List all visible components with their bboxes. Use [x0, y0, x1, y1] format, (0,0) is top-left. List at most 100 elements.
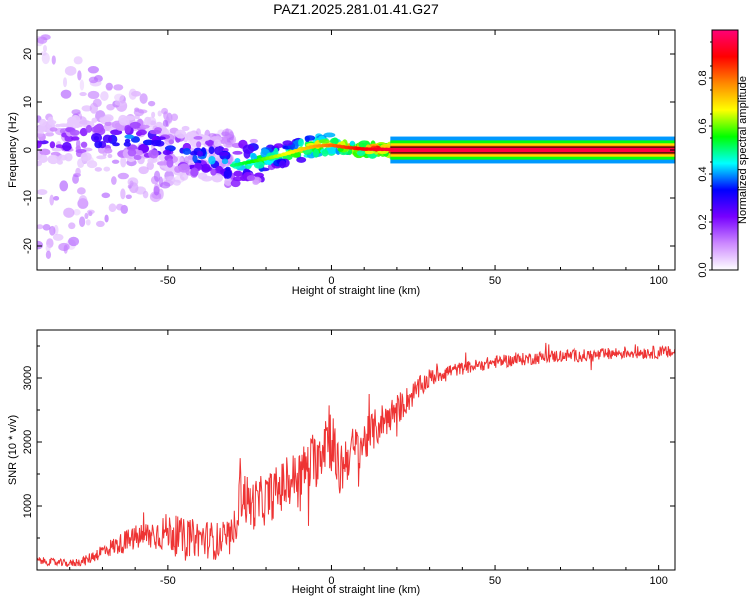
heatmap-cell	[249, 138, 259, 144]
heatmap-cell	[117, 172, 129, 180]
heatmap-cell	[79, 92, 87, 97]
heatmap-cell	[123, 141, 131, 147]
heatmap-cell	[70, 136, 80, 141]
heatmap-cell	[166, 175, 176, 185]
heatmap-cell	[85, 124, 93, 133]
heatmap-cell	[94, 167, 103, 172]
heatmap-cell	[37, 140, 42, 149]
heatmap-cell	[120, 188, 126, 200]
heatmap-cell	[88, 76, 99, 84]
heatmap-cell	[110, 129, 123, 136]
colorbar-ticks: 0.0 0.2 0.4 0.6 0.8	[697, 41, 712, 278]
colorbar-tick-label: 0.2	[697, 214, 709, 229]
heatmap-cell	[349, 140, 355, 146]
heatmap-cell	[58, 123, 69, 128]
heatmap-cell	[146, 161, 155, 171]
y-tick-label: 3000	[22, 366, 34, 390]
heatmap-cell	[178, 163, 190, 173]
heatmap-cell	[104, 214, 109, 223]
heatmap-cell	[356, 150, 366, 156]
heatmap-cell	[102, 134, 113, 143]
heatmap-cell	[49, 127, 58, 132]
heatmap-cell	[156, 136, 166, 141]
heatmap-cell	[124, 134, 135, 139]
y-tick-label: 0	[22, 147, 34, 153]
heatmap-cell	[230, 179, 241, 188]
heatmap-cell	[243, 149, 251, 159]
x-tick-label: 100	[649, 275, 667, 287]
heatmap-cell	[49, 225, 56, 236]
heatmap-cell	[101, 116, 112, 123]
heatmap-cell	[63, 207, 75, 218]
heatmap-cell	[162, 119, 169, 128]
heatmap-cell	[175, 129, 187, 139]
y-tick-label: 20	[22, 48, 34, 60]
heatmap-cell	[326, 145, 337, 155]
heatmap-cell	[214, 165, 224, 176]
colorbar-bar	[711, 29, 739, 271]
heatmap-cell	[192, 154, 198, 163]
heatmap-cell	[93, 124, 101, 132]
heatmap-cell	[304, 135, 310, 143]
snr-axis-ticks: -50 0 50 100 1000 2000 3000	[22, 330, 675, 587]
heatmap-cell	[133, 154, 142, 161]
heatmap-cell	[47, 116, 54, 125]
heatmap-cell	[45, 132, 55, 137]
colorbar-tick-label: 0.6	[697, 118, 709, 133]
heatmap-cell	[62, 141, 72, 152]
heatmap-cell	[134, 114, 140, 120]
heatmap-cell	[136, 149, 143, 156]
heatmap-cell	[182, 148, 192, 155]
spectrogram-heatmap	[37, 34, 675, 259]
heatmap-cell	[282, 140, 293, 146]
heatmap-cell	[37, 240, 44, 250]
heatmap-cell	[114, 93, 125, 102]
heatmap-cell	[107, 153, 113, 159]
heatmap-cell	[298, 138, 304, 147]
heatmap-cell	[97, 146, 106, 154]
heatmap-cell	[213, 139, 222, 147]
heatmap-cell	[118, 117, 130, 126]
heatmap-cell	[39, 148, 51, 156]
heatmap-cell	[149, 120, 157, 126]
heatmap-cell	[127, 177, 139, 187]
heatmap-cell	[85, 219, 91, 226]
heatmap-cell	[37, 36, 48, 44]
heatmap-cell	[59, 180, 69, 192]
heatmap-cell	[94, 140, 103, 149]
heatmap-cell	[77, 187, 86, 195]
heatmap-cell	[64, 65, 77, 76]
heatmap-cell	[224, 177, 233, 187]
heatmap-cell	[205, 139, 214, 146]
y-tick-label: 1000	[22, 494, 34, 518]
heatmap-cell	[150, 139, 162, 147]
heatmap-cell	[139, 93, 148, 104]
heatmap-cell	[232, 150, 243, 155]
heatmap-cell	[151, 111, 156, 118]
heatmap-band	[390, 147, 675, 153]
heatmap-cell	[147, 157, 155, 164]
heatmap-cell	[64, 135, 74, 142]
heatmap-cell	[112, 142, 120, 147]
heatmap-cell	[72, 209, 81, 216]
heatmap-cell	[87, 90, 100, 100]
heatmap-cell	[329, 137, 339, 145]
colorbar-label: Normalized spectral amplitude	[737, 76, 749, 224]
heatmap-cell	[73, 56, 83, 65]
heatmap-cell	[208, 146, 215, 155]
colorbar: 0.0 0.2 0.4 0.6 0.8 Normalized spectral ampl…	[697, 29, 749, 278]
snr-frame	[36, 329, 676, 571]
heatmap-cell	[81, 105, 93, 112]
colorbar-tick-label: 0.8	[697, 70, 709, 85]
heatmap-cell	[252, 179, 260, 185]
heatmap-cell	[133, 108, 145, 117]
heatmap-cell	[104, 148, 113, 154]
heatmap-cell	[196, 141, 202, 148]
spectrogram-ylabel: Frequency (Hz)	[7, 112, 19, 188]
heatmap-cell	[197, 150, 204, 157]
heatmap-cell	[53, 195, 60, 201]
heatmap-cell	[166, 158, 174, 168]
heatmap-cell	[62, 77, 68, 88]
heatmap-cell	[161, 107, 169, 115]
heatmap-cell	[39, 118, 47, 127]
